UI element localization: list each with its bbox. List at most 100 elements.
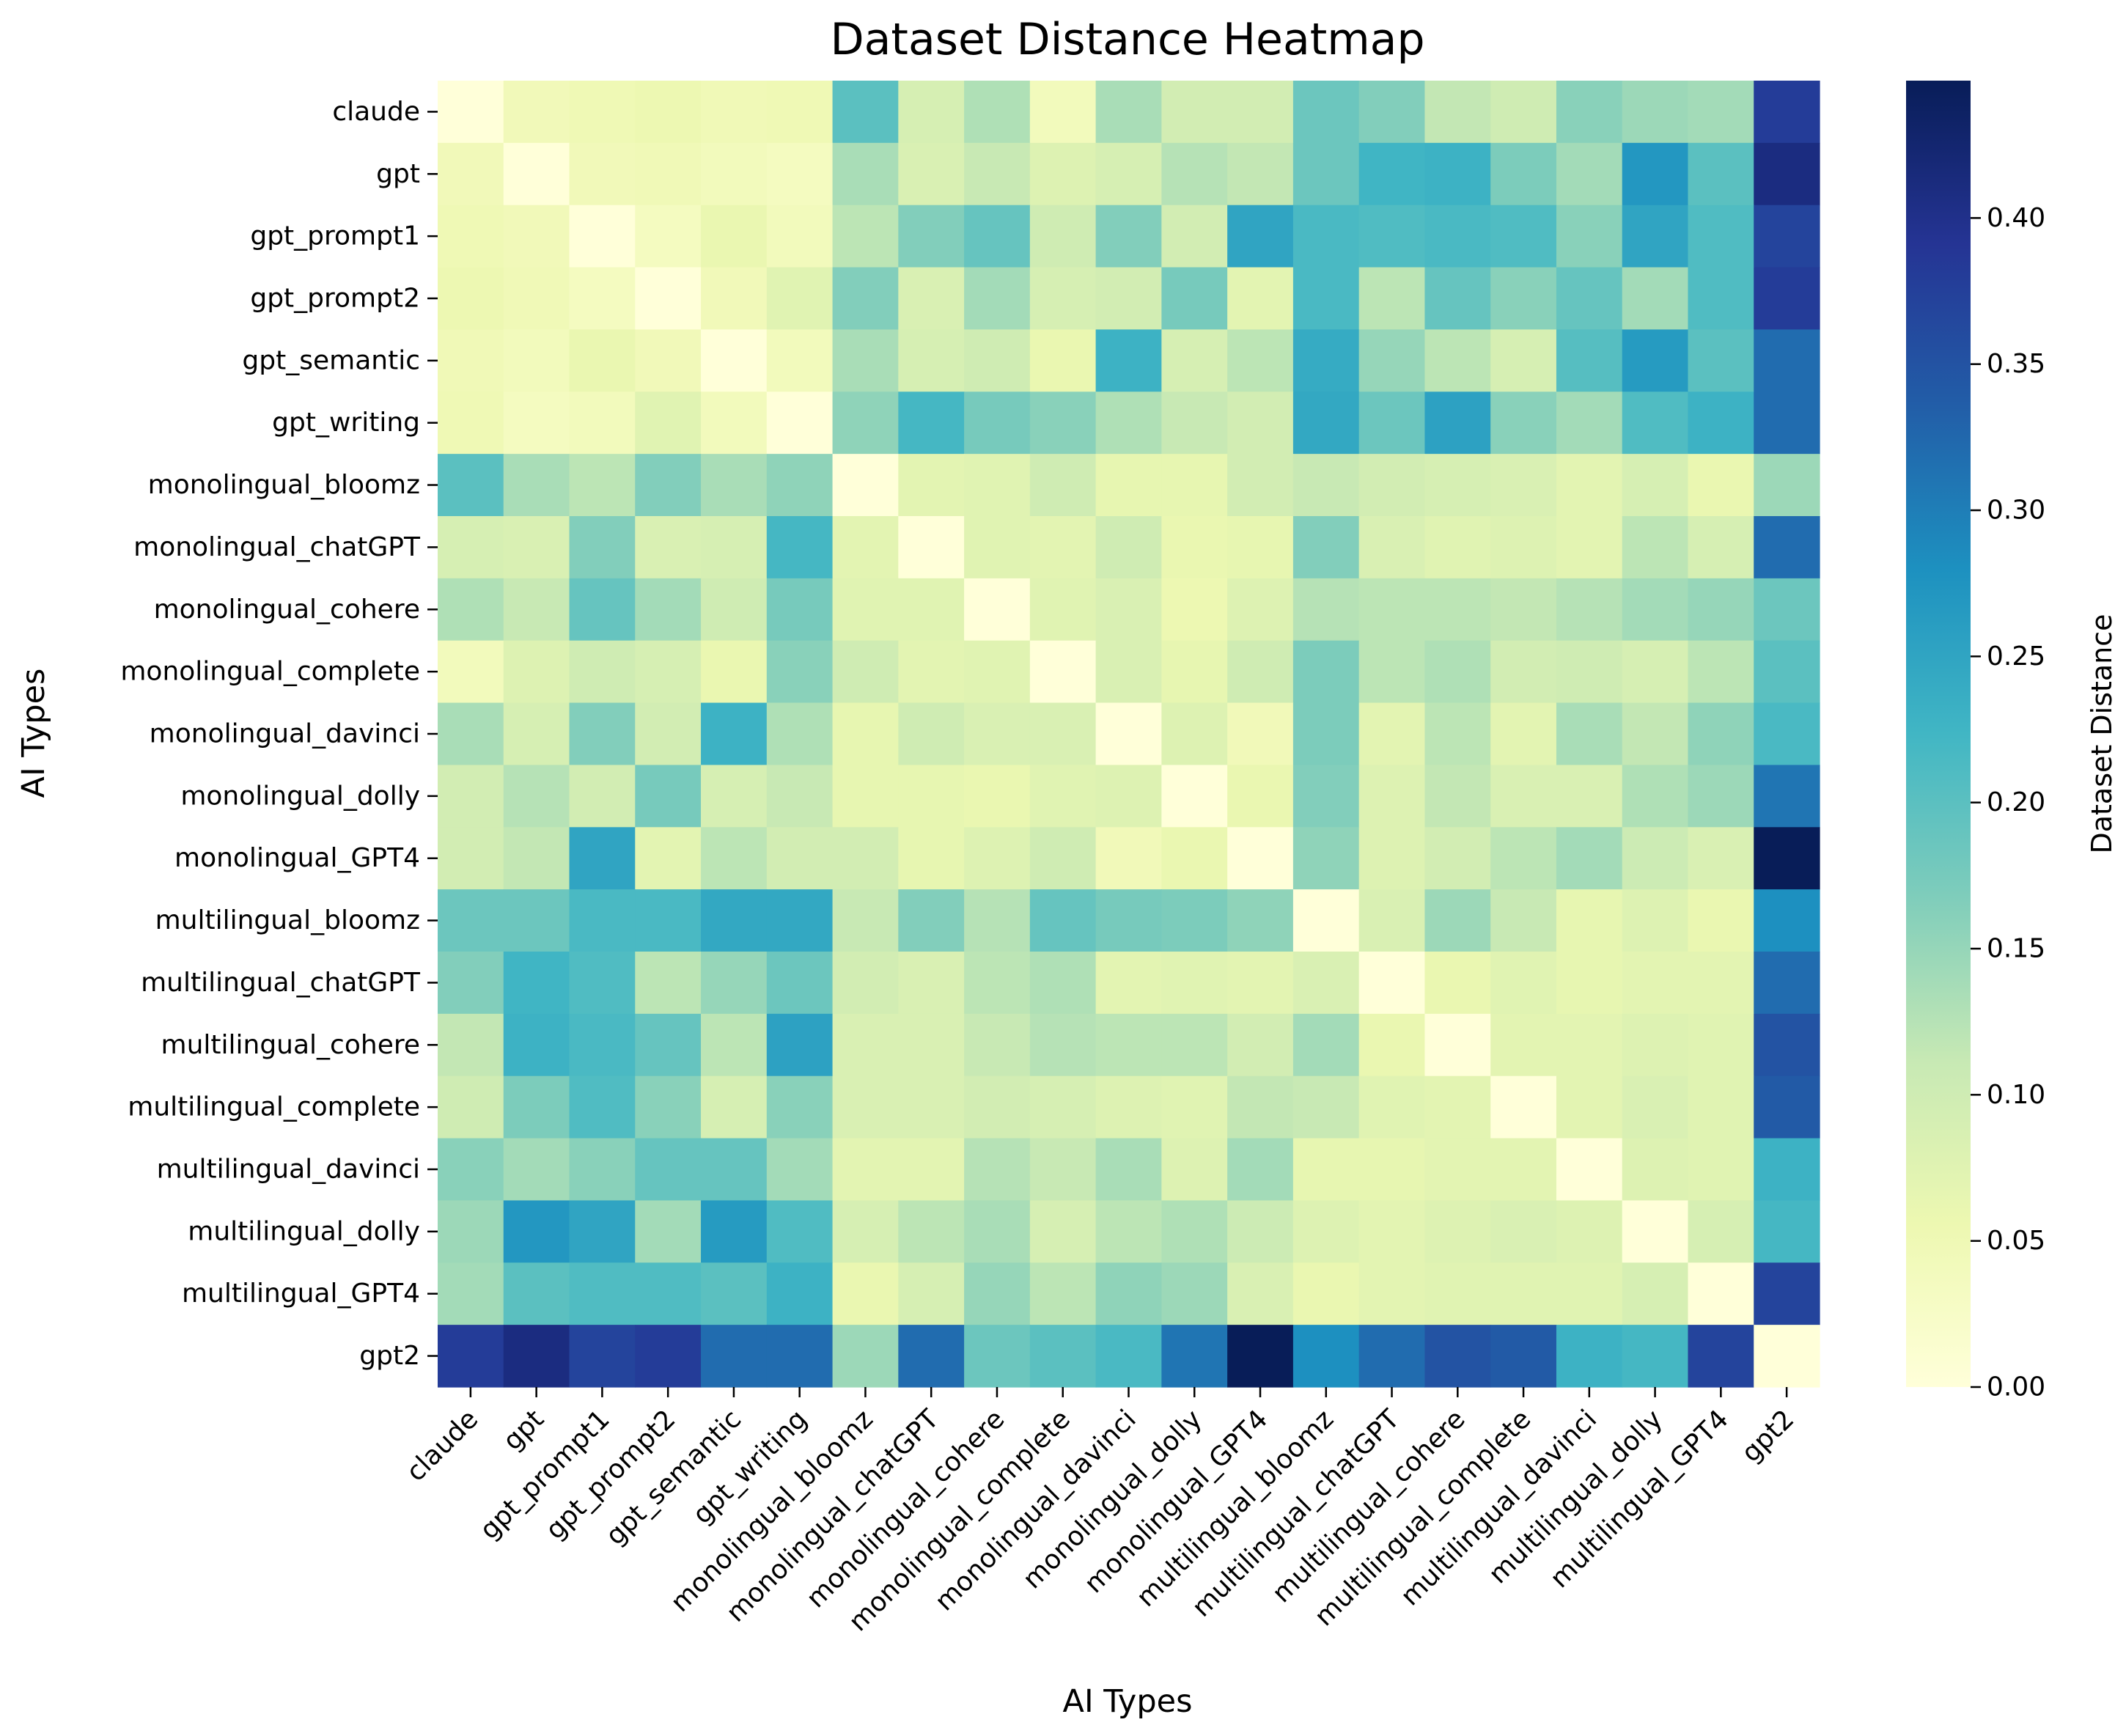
heatmap-cell [1227, 1075, 1294, 1139]
heatmap-cell [503, 952, 570, 1015]
heatmap-cell [1358, 765, 1426, 828]
heatmap-cell [503, 1200, 570, 1263]
heatmap-cell [569, 516, 636, 579]
heatmap-cell [1490, 391, 1557, 455]
heatmap-cell [832, 391, 899, 455]
heatmap-cell [1161, 1013, 1228, 1077]
heatmap-cell [569, 454, 636, 517]
heatmap-cell [438, 702, 504, 766]
heatmap-cell [1754, 1200, 1820, 1263]
heatmap-cell [1424, 1075, 1491, 1139]
heatmap-cell [635, 1325, 702, 1388]
colorbar-label: Dataset Distance [2086, 614, 2115, 853]
heatmap-cell [964, 702, 1031, 766]
heatmap-cell [1622, 1075, 1689, 1139]
heatmap-cell [898, 81, 965, 144]
heatmap-cell [1490, 827, 1557, 890]
x-tick-label: claude [401, 1404, 485, 1487]
colorbar-tick-label: 0.20 [1987, 787, 2045, 817]
heatmap-cell [898, 142, 965, 206]
heatmap-cell [964, 1013, 1031, 1077]
heatmap-cell [1029, 702, 1097, 766]
heatmap-cell [503, 142, 570, 206]
heatmap-cell [1029, 1138, 1097, 1202]
heatmap-cell [898, 329, 965, 392]
heatmap-cell [1161, 1138, 1228, 1202]
heatmap-cell [1029, 889, 1097, 952]
y-tick-label: monolingual_GPT4 [174, 843, 420, 873]
y-tick-label: multilingual_dolly [188, 1216, 420, 1246]
heatmap-cell [1424, 765, 1491, 828]
heatmap-cell [438, 81, 504, 144]
heatmap-cell [1292, 952, 1360, 1015]
heatmap-cell [1358, 516, 1426, 579]
heatmap-cell [1556, 952, 1623, 1015]
y-tick-label: monolingual_davinci [150, 719, 420, 749]
y-tick-label: multilingual_bloomz [155, 905, 420, 935]
heatmap-cell [1161, 454, 1228, 517]
heatmap-cell [438, 454, 504, 517]
heatmap-cell [766, 81, 834, 144]
heatmap-cell [1490, 1325, 1557, 1388]
heatmap-cell [1161, 640, 1228, 704]
heatmap-cell [1292, 1325, 1360, 1388]
heatmap-cell [1161, 578, 1228, 641]
heatmap-cell [1095, 1013, 1162, 1077]
heatmap-cell [1622, 329, 1689, 392]
heatmap-cell [1029, 391, 1097, 455]
heatmap-cell [766, 1325, 834, 1388]
heatmap-cell [438, 267, 504, 331]
heatmap-cell [1490, 578, 1557, 641]
heatmap-cell [1490, 81, 1557, 144]
heatmap-cell [1688, 827, 1754, 890]
heatmap-cell [1029, 1075, 1097, 1139]
heatmap-cell [503, 1262, 570, 1325]
colorbar-tick-label: 0.15 [1987, 934, 2045, 964]
heatmap-cell [1095, 1075, 1162, 1139]
heatmap-cell [1754, 952, 1820, 1015]
heatmap-cell [1029, 765, 1097, 828]
heatmap-cell [832, 889, 899, 952]
colorbar-tick-label: 0.00 [1987, 1372, 2045, 1402]
heatmap-cell [503, 765, 570, 828]
heatmap-cell [1754, 827, 1820, 890]
heatmap-cell [635, 578, 702, 641]
colorbar-tick-label: 0.30 [1987, 496, 2045, 526]
heatmap-cell [1029, 516, 1097, 579]
heatmap-cell [635, 454, 702, 517]
heatmap-cell [766, 578, 834, 641]
heatmap-cell [569, 267, 636, 331]
heatmap-cell [1029, 329, 1097, 392]
heatmap-cell [635, 827, 702, 890]
colorbar-tick-label: 0.35 [1987, 349, 2045, 379]
heatmap-cell [766, 516, 834, 579]
heatmap-cell [503, 454, 570, 517]
heatmap-cell [832, 454, 899, 517]
heatmap-cell [766, 391, 834, 455]
heatmap-cell [832, 1262, 899, 1325]
heatmap-cell [1754, 391, 1820, 455]
heatmap-cell [1227, 1013, 1294, 1077]
heatmap-cell [898, 1262, 965, 1325]
heatmap-cell [1358, 952, 1426, 1015]
heatmap-cell [1622, 640, 1689, 704]
heatmap-cell [1161, 391, 1228, 455]
heatmap-cell [1095, 889, 1162, 952]
heatmap-cell [1688, 329, 1754, 392]
heatmap-cell [832, 142, 899, 206]
heatmap-cell [1556, 142, 1623, 206]
heatmap-cell [503, 702, 570, 766]
heatmap-cell [1556, 81, 1623, 144]
heatmap-cell [898, 640, 965, 704]
heatmap-cell [569, 81, 636, 144]
heatmap-cell [898, 827, 965, 890]
heatmap-cell [1556, 205, 1623, 268]
heatmap-cell [1095, 1325, 1162, 1388]
heatmap-cell [766, 827, 834, 890]
heatmap-cell [898, 1325, 965, 1388]
heatmap-cell [701, 267, 768, 331]
heatmap-cell [1490, 142, 1557, 206]
heatmap-cell [569, 765, 636, 828]
heatmap-cell [1688, 1325, 1754, 1388]
